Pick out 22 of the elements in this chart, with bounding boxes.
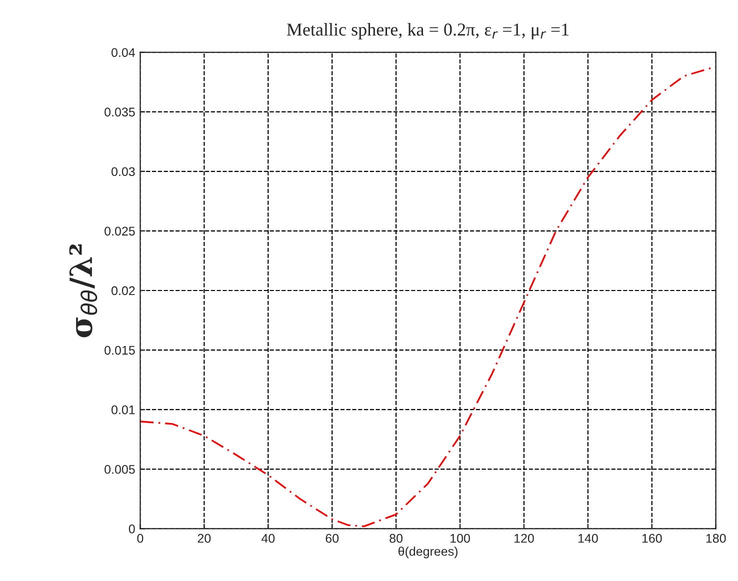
x-tick-label: 60 xyxy=(326,534,339,543)
y-tick-label: 0.015 xyxy=(104,346,135,355)
y-tick-label: 0.035 xyxy=(104,108,135,116)
y-tick-label: 0.02 xyxy=(112,286,135,296)
x-tick-label: 120 xyxy=(514,534,534,543)
x-tick-label: 140 xyxy=(578,534,598,543)
x-axis-title: θ(degrees) xyxy=(398,546,458,558)
x-tick-label: 180 xyxy=(706,534,726,543)
chart-title: Metallic sphere, ka = 0.2π, ε$_{r}$ =1, μ$_{r}$ =1 xyxy=(286,22,569,40)
y-tick-label: 0 xyxy=(128,524,135,534)
y-tick-label: 0.01 xyxy=(112,405,135,414)
x-tick-label: 40 xyxy=(261,534,275,543)
y-tick-label: 0.025 xyxy=(104,226,135,236)
y-tick-label: 0.03 xyxy=(112,167,135,176)
y-tick-label: 0.005 xyxy=(104,464,135,474)
x-tick-label: 20 xyxy=(198,534,211,543)
x-tick-label: 100 xyxy=(450,534,470,543)
y-tick-label: 0.04 xyxy=(112,48,135,57)
y-axis-title: σ$_{θθ}$/λ² xyxy=(69,244,98,338)
x-tick-label: 160 xyxy=(642,534,662,543)
x-tick-label: 0 xyxy=(137,534,144,543)
x-tick-label: 80 xyxy=(390,534,403,543)
